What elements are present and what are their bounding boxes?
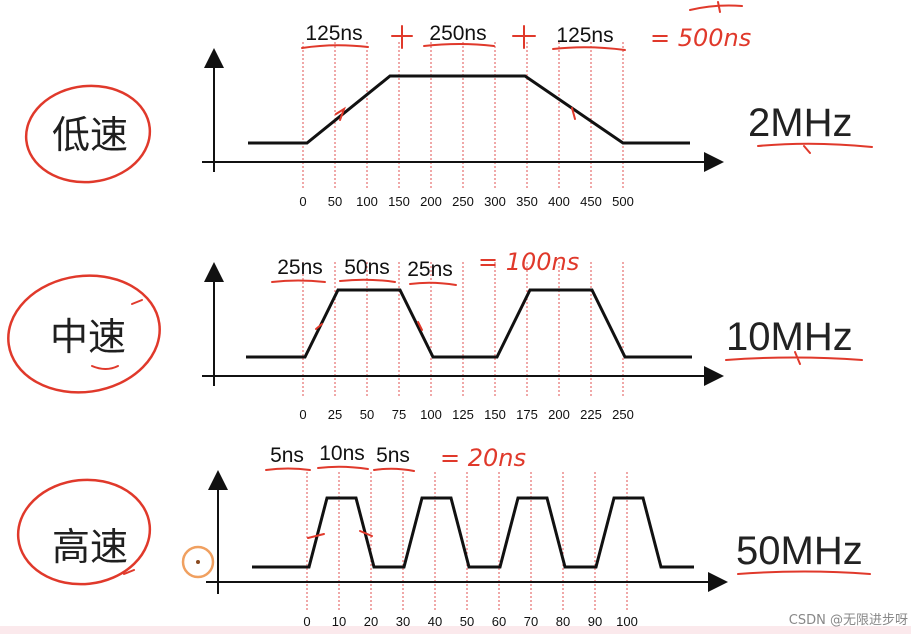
tick-label: 40 (428, 614, 442, 629)
tick-label: 100 (616, 614, 638, 629)
watermark: CSDN @无限进步呀 (789, 613, 908, 628)
high-duration-label: 250ns (429, 22, 486, 45)
total-time-note: = 100ns (478, 248, 579, 276)
signal-waveform (248, 74, 690, 145)
tick-label: 0 (299, 407, 306, 422)
tick-label: 80 (556, 614, 570, 629)
tick-label: 200 (420, 194, 442, 209)
fall-duration-label: 125ns (556, 24, 613, 47)
tick-label: 50 (328, 194, 342, 209)
tick-label: 150 (484, 407, 506, 422)
handwritten-marks (301, 1, 873, 154)
tick-labels: 0 50 100 150 200 250 300 350 400 450 500 (299, 194, 633, 209)
tick-label: 30 (396, 614, 410, 629)
signal-waveform (252, 496, 694, 569)
speed-circle (24, 84, 152, 184)
tick-label: 300 (484, 194, 506, 209)
tick-label: 450 (580, 194, 602, 209)
tick-label: 70 (524, 614, 538, 629)
panel-high-speed: 0 10 20 30 40 50 60 70 80 90 100 5ns 10n… (16, 442, 871, 629)
tick-label: 20 (364, 614, 378, 629)
fall-duration-label: 25ns (407, 258, 453, 281)
handwritten-marks (123, 465, 871, 575)
speed-label: 高速 (52, 525, 128, 569)
frequency-label: 2MHz (748, 101, 852, 145)
tick-label: 250 (612, 407, 634, 422)
tick-label: 10 (332, 614, 346, 629)
pointer-cursor-icon (181, 545, 215, 579)
rise-duration-label: 5ns (270, 444, 304, 467)
rise-duration-label: 25ns (277, 256, 323, 279)
tick-label: 350 (516, 194, 538, 209)
tick-label: 500 (612, 194, 634, 209)
tick-label: 0 (299, 194, 306, 209)
fall-duration-label: 5ns (376, 444, 410, 467)
tick-label: 225 (580, 407, 602, 422)
time-guides (302, 42, 624, 190)
total-time-note: = 500ns (650, 24, 751, 52)
tick-label: 50 (460, 614, 474, 629)
rise-duration-label: 125ns (305, 22, 362, 45)
tick-label: 100 (356, 194, 378, 209)
time-guides (306, 472, 628, 610)
high-duration-label: 10ns (319, 442, 365, 465)
tick-label: 0 (303, 614, 310, 629)
tick-label: 75 (392, 407, 406, 422)
tick-label: 150 (388, 194, 410, 209)
tick-label: 50 (360, 407, 374, 422)
signal-waveform (246, 288, 692, 359)
total-time-note: = 20ns (440, 444, 526, 472)
frequency-label: 50MHz (736, 529, 863, 573)
tick-label: 60 (492, 614, 506, 629)
bottom-bar (0, 626, 911, 634)
frequency-label: 10MHz (726, 315, 853, 359)
high-duration-label: 50ns (344, 256, 390, 279)
tick-labels: 0 10 20 30 40 50 60 70 80 90 100 (303, 614, 637, 629)
handwritten-marks (91, 278, 863, 370)
panel-medium-speed: 0 25 50 75 100 125 150 175 200 225 250 2… (7, 248, 863, 422)
tick-label: 25 (328, 407, 342, 422)
tick-label: 125 (452, 407, 474, 422)
panel-low-speed: 0 50 100 150 200 250 300 350 400 450 500… (24, 1, 873, 209)
tick-label: 175 (516, 407, 538, 422)
tick-label: 90 (588, 614, 602, 629)
speed-circle (7, 274, 161, 394)
speed-label: 中速 (50, 315, 126, 359)
tick-labels: 0 25 50 75 100 125 150 175 200 225 250 (299, 407, 633, 422)
speed-circle (16, 478, 152, 586)
tick-label: 400 (548, 194, 570, 209)
time-guides (302, 262, 624, 398)
tick-label: 250 (452, 194, 474, 209)
tick-label: 200 (548, 407, 570, 422)
tick-label: 100 (420, 407, 442, 422)
speed-label: 低速 (52, 113, 128, 157)
